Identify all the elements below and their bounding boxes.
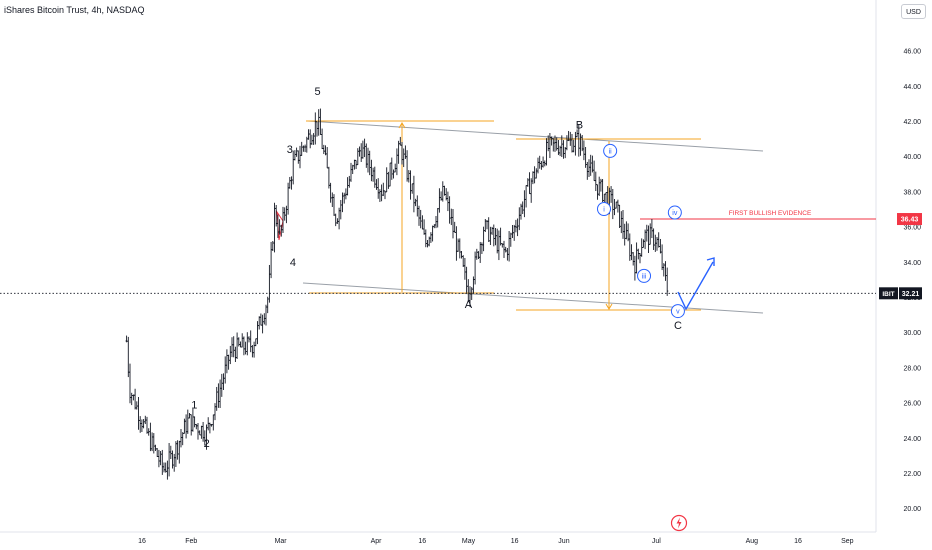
x-tick-label: Jul bbox=[652, 538, 661, 545]
wave-label-circled: i bbox=[603, 207, 605, 214]
x-tick-label: Jun bbox=[558, 538, 569, 545]
y-tick-label: 42.00 bbox=[903, 119, 921, 126]
x-tick-label: Apr bbox=[371, 538, 383, 545]
wave-label-circled: ii bbox=[609, 148, 613, 155]
currency-button[interactable]: USD bbox=[901, 4, 926, 19]
wave-label-circled: iii bbox=[642, 273, 647, 280]
channel-upper-line bbox=[307, 120, 764, 152]
wave-label: A bbox=[465, 299, 473, 311]
wave-label-circled: iv bbox=[672, 210, 678, 217]
wave-label-circled: v bbox=[676, 309, 680, 316]
y-tick-label: 26.00 bbox=[903, 401, 921, 408]
symbol-tag bbox=[879, 287, 898, 300]
wave-label: 4 bbox=[290, 257, 296, 269]
orange-arrowhead-down bbox=[605, 303, 613, 310]
x-tick-label: 16 bbox=[138, 538, 146, 545]
x-tick-label: 16 bbox=[794, 538, 802, 545]
x-tick-label: Aug bbox=[746, 538, 759, 545]
y-tick-label: 30.00 bbox=[903, 330, 921, 337]
y-tick-label: 40.00 bbox=[903, 154, 921, 161]
x-tick-label: Sep bbox=[841, 538, 854, 545]
y-tick-label: 46.00 bbox=[903, 49, 921, 56]
x-tick-label: May bbox=[462, 538, 476, 545]
candles-layer bbox=[125, 108, 669, 480]
axes-layer: 46.0044.0042.0040.0038.0036.0034.0032.00… bbox=[0, 0, 921, 545]
x-tick-label: Feb bbox=[185, 538, 197, 545]
symbol-tag-text: IBIT bbox=[882, 291, 894, 298]
wave-label: C bbox=[674, 320, 682, 332]
wave-label-circle bbox=[637, 268, 652, 283]
y-tick-label: 34.00 bbox=[903, 260, 921, 267]
channel-lower-line bbox=[302, 282, 764, 314]
wave-label: 2 bbox=[204, 438, 210, 450]
wave-label-circle bbox=[670, 304, 685, 319]
bullish-price-tag bbox=[897, 213, 922, 226]
current-price-tag bbox=[899, 287, 922, 300]
wave-label: 1 bbox=[191, 399, 197, 411]
y-tick-label: 36.00 bbox=[903, 225, 921, 232]
y-tick-label: 22.00 bbox=[903, 471, 921, 478]
wave-label-circle bbox=[667, 205, 682, 220]
wave-label: 3 bbox=[287, 144, 293, 156]
drawings-layer: FIRST BULLISH EVIDENCE 36.43 IBIT 32.21 bbox=[0, 120, 922, 314]
projection-arrowhead-icon bbox=[706, 257, 715, 266]
x-tick-label: 16 bbox=[511, 538, 519, 545]
y-tick-label: 44.00 bbox=[903, 84, 921, 91]
y-tick-label: 24.00 bbox=[903, 436, 921, 443]
x-tick-label: 16 bbox=[418, 538, 426, 545]
wave-label-circle bbox=[603, 143, 618, 158]
y-tick-label: 28.00 bbox=[903, 365, 921, 372]
tradingview-logo-icon[interactable] bbox=[670, 514, 688, 532]
bullish-price-tag-text: 36.43 bbox=[901, 217, 919, 224]
projection-path bbox=[677, 261, 714, 311]
bullish-evidence-label: FIRST BULLISH EVIDENCE bbox=[729, 210, 812, 217]
current-price-tag-text: 32.21 bbox=[902, 291, 920, 298]
x-tick-label: Mar bbox=[275, 538, 288, 545]
wave-label-circle bbox=[597, 202, 611, 216]
y-tick-label: 38.00 bbox=[903, 189, 921, 196]
wave-label: 5 bbox=[314, 86, 320, 98]
orange-arrowhead-up bbox=[398, 122, 406, 129]
y-tick-label: 20.00 bbox=[903, 506, 921, 513]
chart-title: iShares Bitcoin Trust, 4h, NASDAQ bbox=[4, 5, 145, 15]
wave-label: B bbox=[576, 120, 583, 132]
